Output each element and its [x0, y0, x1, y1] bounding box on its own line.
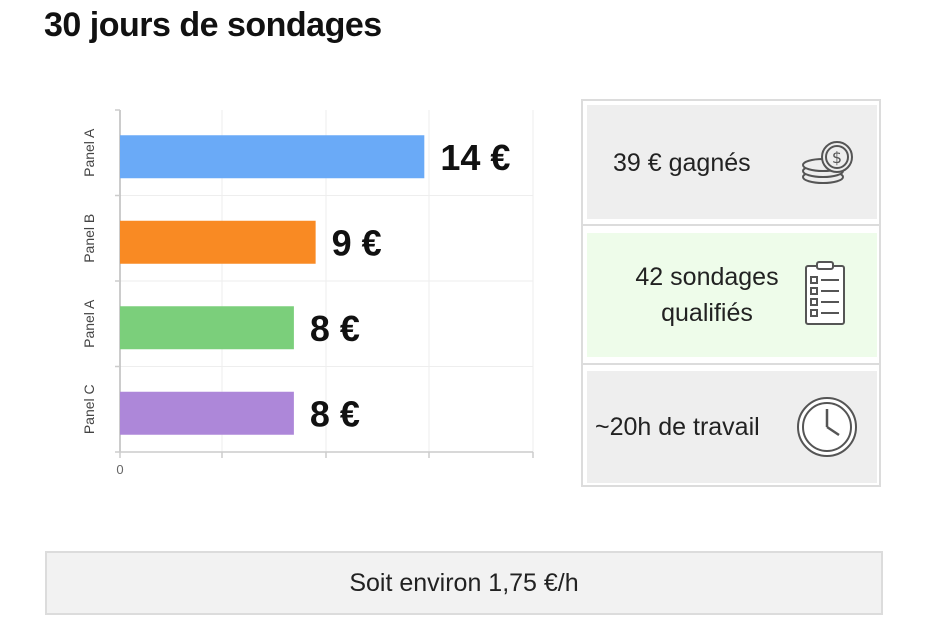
- clock-icon: [797, 397, 857, 457]
- svg-text:$: $: [832, 148, 842, 167]
- stat-surveys: 42 sondages qualifiés: [587, 233, 877, 357]
- bar: [120, 135, 425, 179]
- category-label: Panel A: [81, 128, 97, 177]
- stat-earned: 39 € gagnés $: [587, 105, 877, 219]
- bar-value-label: 9 €: [332, 222, 382, 263]
- bar: [120, 391, 294, 435]
- stats-panel: 39 € gagnés $ 42 sondages qualifiés: [581, 99, 881, 487]
- bar: [120, 220, 316, 264]
- bar-chart: 0 14 € Panel A 9 € Panel B 8 € Panel A 8 € Panel…: [81, 109, 534, 477]
- category-label: Panel C: [81, 384, 97, 434]
- page-title: 30 jours de sondages: [44, 6, 382, 44]
- stat-surveys-text: 42 sondages qualifiés: [607, 259, 807, 331]
- stat-surveys-line2: qualifiés: [661, 299, 753, 327]
- category-label: Panel A: [81, 299, 97, 348]
- bar: [120, 306, 294, 350]
- bar-value-label: 8 €: [310, 393, 360, 434]
- category-label: Panel B: [81, 214, 97, 263]
- x-tick-label: 0: [116, 462, 123, 477]
- coins-icon: $: [802, 141, 853, 184]
- bar-value-label: 14 €: [440, 137, 510, 178]
- summary-bar: Soit environ 1,75 €/h: [45, 551, 883, 615]
- checklist-icon: [805, 261, 845, 325]
- divider: [583, 363, 879, 365]
- stat-hours: ~20h de travail: [587, 371, 877, 483]
- stat-surveys-line1: 42 sondages: [635, 263, 779, 291]
- bar-value-label: 8 €: [310, 308, 360, 349]
- stat-hours-text: ~20h de travail: [595, 413, 760, 441]
- divider: [583, 224, 879, 226]
- stat-earned-text: 39 € gagnés: [613, 149, 751, 177]
